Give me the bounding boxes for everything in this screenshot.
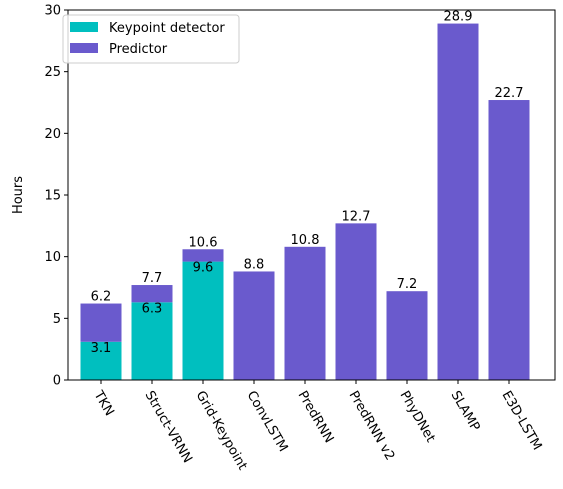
total-label-predrnn: 10.8 [291,233,320,248]
total-label-convlstm: 8.8 [244,257,265,272]
bar-predictor-convlstm [233,271,275,380]
x-tick-label-struct-vrnn: Struct-VRNN [142,389,195,466]
bar-predictor-grid-keypoint [182,249,224,262]
bar-predictor-slamp [437,23,479,381]
y-tick-label: 25 [44,65,61,80]
y-axis: 0 5 10 15 20 25 30 [44,4,68,389]
legend: Keypoint detector Predictor [62,14,240,64]
x-tick-label-slamp: SLAMP [448,389,483,435]
total-label-slamp: 28.9 [444,10,473,25]
y-tick-label: 0 [53,374,61,389]
keypoint-label-struct-vrnn: 6.3 [142,301,163,316]
x-tick-label-predrnn: PredRNN [295,389,337,446]
y-tick-label: 20 [44,127,61,142]
total-label-predrnn-v2: 12.7 [342,209,371,224]
x-tick-label-e3d-lstm: E3D-LSTM [499,389,545,454]
bar-predictor-predrnn [284,246,326,380]
total-label-grid-keypoint: 10.6 [189,235,218,250]
bar-predictor-e3d-lstm [488,100,530,381]
y-tick-label: 30 [44,4,61,19]
keypoint-label-grid-keypoint: 9.6 [193,261,214,276]
legend-label-predictor: Predictor [109,42,168,57]
x-tick-label-grid-keypoint: Grid-Keypoint [193,389,250,473]
bar-predictor-struct-vrnn [131,285,173,303]
bar-predictor-predrnn-v2 [335,223,377,380]
y-tick-label: 5 [53,312,61,327]
bar-predictor-phydnet [386,291,428,380]
legend-frame [62,14,240,64]
total-label-tkn: 6.2 [91,290,112,305]
legend-swatch-keypoint-detector [70,22,98,32]
bar-keypoint-detector-struct-vrnn [131,302,173,380]
y-tick-label: 15 [44,189,61,204]
y-axis-title: Hours [11,176,26,214]
bar-keypoint-detector-grid-keypoint [182,261,224,380]
total-label-struct-vrnn: 7.7 [142,271,163,286]
bar-predictor-tkn [80,303,122,342]
x-tick-label-predrnn-v2: PredRNN v2 [346,389,398,464]
data-labels: 6.2 3.1 7.7 6.3 10.6 9.6 8.8 10.8 12.7 7.2 28.9 22.… [91,10,524,356]
x-tick-label-phydnet: PhyDNet [397,389,438,446]
total-label-phydnet: 7.2 [397,277,418,292]
total-label-e3d-lstm: 22.7 [495,86,524,101]
bar-group [80,23,530,381]
x-tick-label-convlstm: ConvLSTM [244,389,291,455]
keypoint-label-tkn: 3.1 [91,341,112,356]
legend-swatch-predictor [70,43,98,53]
bar-keypoint-detector-tkn [80,341,122,380]
x-tick-label-tkn: TKN [90,388,117,419]
y-tick-label: 10 [44,250,61,265]
legend-label-keypoint-detector: Keypoint detector [109,21,225,36]
